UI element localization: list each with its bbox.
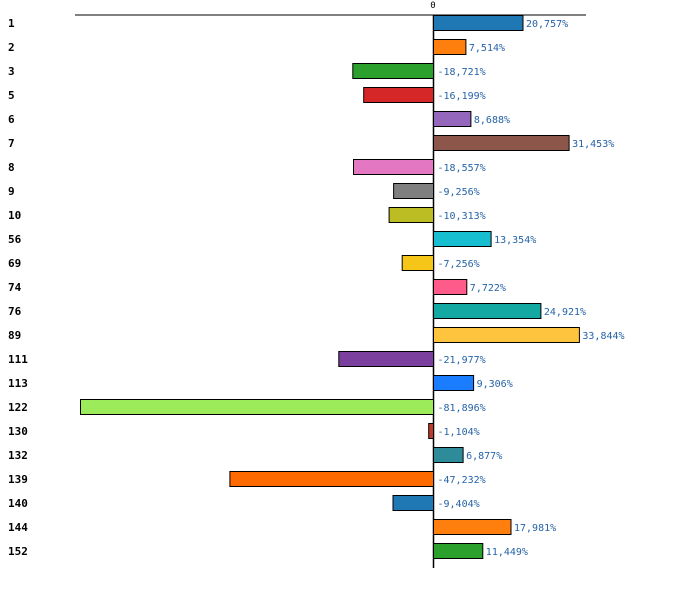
bar	[229, 471, 434, 487]
value-label: -81,896%	[438, 403, 486, 414]
value-label: -21,977%	[438, 355, 486, 366]
bar	[433, 231, 492, 247]
category-label: 122	[8, 401, 28, 414]
bar	[388, 207, 435, 223]
value-label: -7,256%	[438, 259, 480, 270]
category-label: 140	[8, 497, 28, 510]
bar	[80, 399, 434, 415]
category-label: 89	[8, 329, 21, 342]
bar	[433, 39, 467, 55]
bar	[338, 351, 434, 367]
category-label: 76	[8, 305, 22, 318]
value-label: 9,306%	[477, 379, 513, 390]
value-label: 6,877%	[466, 451, 502, 462]
bar	[352, 63, 434, 79]
value-label: 33,844%	[582, 331, 624, 342]
value-label: -18,557%	[438, 163, 486, 174]
bar	[353, 159, 434, 175]
bar	[433, 135, 570, 151]
bar	[433, 447, 464, 463]
bar	[393, 183, 435, 199]
bar	[401, 255, 435, 271]
value-label: -16,199%	[438, 91, 486, 102]
bar	[363, 87, 435, 103]
value-label: -10,313%	[438, 211, 486, 222]
bar	[433, 15, 524, 31]
value-label: 20,757%	[526, 19, 568, 30]
category-label: 69	[8, 257, 21, 270]
bar	[433, 375, 475, 391]
value-label: 24,921%	[544, 307, 586, 318]
category-label: 7	[8, 137, 15, 150]
category-label: 9	[8, 185, 15, 198]
category-label: 152	[8, 545, 28, 558]
value-label: 8,688%	[474, 115, 510, 126]
value-label: 7,514%	[469, 43, 505, 54]
value-label: 11,449%	[486, 547, 528, 558]
category-label: 74	[8, 281, 22, 294]
bar	[428, 423, 435, 439]
value-label: -9,256%	[438, 187, 480, 198]
category-label: 139	[8, 473, 28, 486]
category-label: 113	[8, 377, 28, 390]
bar	[433, 303, 542, 319]
bars-group: 1 20,757% 2 7,514% 3 -18,721% 5 -16,199% 6 8,688%…	[8, 15, 625, 559]
value-label: 7,722%	[470, 283, 506, 294]
value-label: -9,404%	[438, 499, 480, 510]
bar	[433, 519, 512, 535]
category-label: 3	[8, 65, 15, 78]
value-label: -47,232%	[438, 475, 486, 486]
category-label: 1	[8, 17, 15, 30]
value-label: 13,354%	[494, 235, 536, 246]
value-label: -18,721%	[438, 67, 486, 78]
category-label: 111	[8, 353, 28, 366]
value-label: 17,981%	[514, 523, 556, 534]
category-label: 130	[8, 425, 28, 438]
bar	[433, 543, 484, 559]
value-label: -1,104%	[438, 427, 480, 438]
bar	[392, 495, 434, 511]
category-label: 10	[8, 209, 21, 222]
bar	[433, 111, 472, 127]
category-label: 2	[8, 41, 15, 54]
category-label: 5	[8, 89, 15, 102]
category-label: 6	[8, 113, 15, 126]
category-label: 144	[8, 521, 28, 534]
zero-tick-label: 0	[430, 1, 435, 11]
bar	[433, 279, 468, 295]
value-label: 31,453%	[572, 139, 614, 150]
category-label: 56	[8, 233, 22, 246]
category-label: 8	[8, 161, 15, 174]
bar	[433, 327, 580, 343]
category-label: 132	[8, 449, 28, 462]
